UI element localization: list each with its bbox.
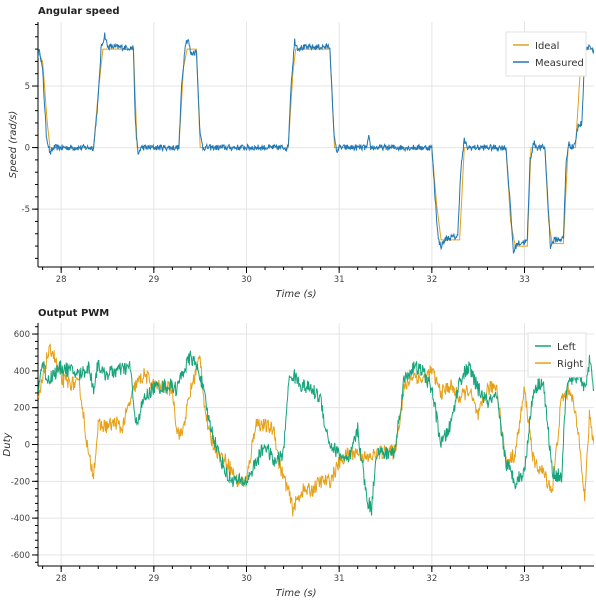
y-tick-label: -400	[11, 514, 30, 524]
y-tick-label: 0	[25, 441, 30, 451]
plot-panel-0: Angular speed 28 29 30 31 32 33 -5 0 5 Time (s) Spe…	[8, 6, 594, 300]
plot-panel-1: Output PWM 28 29 30 31 32 33 -600 -400 -200 0 200 40…	[2, 308, 594, 599]
y-axis-label: Speed (rad/s)	[8, 111, 19, 179]
x-tick-label: 31	[334, 275, 345, 285]
x-tick-label: 28	[56, 275, 67, 285]
legend-box	[527, 332, 587, 378]
chart-title: Output PWM	[38, 308, 109, 319]
x-tick-label: 33	[519, 275, 530, 285]
x-tick-label: 30	[241, 275, 252, 285]
y-tick-label: -5	[22, 205, 30, 215]
series-line-measured	[38, 32, 594, 255]
x-tick-label: 32	[426, 275, 437, 285]
x-tick-label: 29	[148, 574, 159, 584]
y-axis-label: Duty	[2, 431, 13, 456]
legend-box	[505, 31, 587, 77]
legend-label: Right	[557, 359, 583, 370]
y-tick-label: -200	[11, 477, 30, 487]
y-tick-label: 5	[25, 82, 30, 92]
x-tick-label: 29	[148, 275, 159, 285]
x-tick-label: 32	[426, 574, 437, 584]
chart-title: Angular speed	[38, 6, 120, 17]
series-line-left	[38, 350, 594, 516]
y-tick-label: 200	[14, 404, 30, 414]
legend-label: Measured	[535, 58, 584, 69]
x-tick-label: 30	[241, 574, 252, 584]
y-tick-label: 0	[25, 144, 30, 154]
x-axis-label: Time (s)	[276, 289, 317, 300]
x-tick-label: 28	[56, 574, 67, 584]
legend-label: Ideal	[535, 41, 559, 52]
legend: Ideal Measured	[505, 31, 587, 77]
x-tick-label: 33	[519, 574, 530, 584]
legend-label: Left	[557, 342, 576, 353]
y-tick-label: 400	[14, 367, 30, 377]
y-tick-label: -600	[11, 551, 30, 561]
x-axis-label: Time (s)	[276, 588, 317, 599]
x-tick-label: 31	[334, 574, 345, 584]
y-tick-label: 600	[14, 330, 30, 340]
legend: Left Right	[527, 332, 587, 378]
